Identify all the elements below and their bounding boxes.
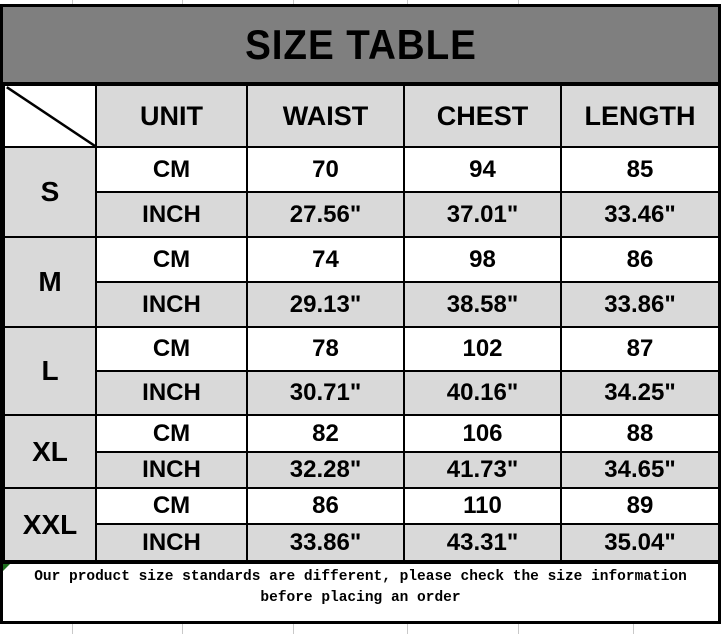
size-label-s: S — [3, 146, 97, 238]
unit-cell: INCH — [95, 281, 248, 328]
unit-cell: CM — [95, 146, 248, 193]
gridline — [72, 624, 73, 634]
cell-l-cm-waist: 78 — [246, 326, 405, 372]
cell-xl-inch-length: 34.65" — [560, 451, 720, 489]
unit-cell: INCH — [95, 451, 248, 489]
cell-l-inch-waist: 30.71" — [246, 370, 405, 416]
cell-s-cm-waist: 70 — [246, 146, 405, 193]
cell-s-inch-chest: 37.01" — [403, 191, 562, 238]
size-table: UNIT WAIST CHEST LENGTH S CM 70 94 85 IN… — [3, 84, 720, 562]
unit-cell: CM — [95, 326, 248, 372]
cell-s-inch-length: 33.46" — [560, 191, 720, 238]
cell-s-cm-chest: 94 — [403, 146, 562, 193]
size-label-m: M — [3, 236, 97, 328]
title-band: SIZE TABLE — [3, 7, 718, 84]
gridline — [407, 624, 408, 634]
cell-l-cm-length: 87 — [560, 326, 720, 372]
unit-cell: INCH — [95, 523, 248, 562]
green-corner-marker — [3, 564, 10, 571]
gridline — [182, 624, 183, 634]
cell-xxl-inch-waist: 33.86" — [246, 523, 405, 562]
cell-m-inch-chest: 38.58" — [403, 281, 562, 328]
gridline — [72, 0, 73, 4]
cell-xxl-cm-length: 89 — [560, 487, 720, 525]
cell-xxl-inch-length: 35.04" — [560, 523, 720, 562]
cell-l-inch-length: 34.25" — [560, 370, 720, 416]
gridline — [293, 0, 294, 4]
cell-xl-inch-waist: 32.28" — [246, 451, 405, 489]
gridline — [293, 624, 294, 634]
cell-m-inch-waist: 29.13" — [246, 281, 405, 328]
size-label-xxl: XXL — [3, 487, 97, 562]
row-s-cm: S CM 70 94 85 — [3, 146, 720, 238]
cell-m-cm-length: 86 — [560, 236, 720, 283]
size-table-panel: SIZE TABLE UNIT WAIST — [0, 4, 721, 624]
gridline — [633, 624, 634, 634]
gridline — [518, 624, 519, 634]
unit-cell: CM — [95, 487, 248, 525]
spreadsheet-gridlines-bottom — [0, 624, 721, 634]
cell-m-cm-chest: 98 — [403, 236, 562, 283]
column-header-chest: CHEST — [403, 84, 562, 148]
size-label-l: L — [3, 326, 97, 416]
size-label-xl: XL — [3, 414, 97, 489]
diagonal-line — [5, 86, 95, 146]
column-header-waist: WAIST — [246, 84, 405, 148]
row-l-cm: L CM 78 102 87 — [3, 326, 720, 416]
cell-xl-cm-waist: 82 — [246, 414, 405, 453]
row-xxl-inch: INCH 33.86" 43.31" 35.04" — [4, 523, 720, 562]
row-xxl-cm: XXL CM 86 110 89 — [3, 487, 720, 562]
row-xl-cm: XL CM 82 106 88 — [3, 414, 720, 489]
note-box: Our product size standards are different… — [3, 562, 718, 621]
unit-cell: CM — [95, 236, 248, 283]
cell-s-inch-waist: 27.56" — [246, 191, 405, 238]
cell-m-inch-length: 33.86" — [560, 281, 720, 328]
cell-xxl-cm-chest: 110 — [403, 487, 562, 525]
row-xl-inch: INCH 32.28" 41.73" 34.65" — [4, 451, 720, 489]
cell-m-cm-waist: 74 — [246, 236, 405, 283]
column-header-unit: UNIT — [95, 84, 248, 148]
row-l-inch: INCH 30.71" 40.16" 34.25" — [4, 370, 720, 416]
note-text: Our product size standards are different… — [34, 568, 687, 606]
cell-xl-cm-chest: 106 — [403, 414, 562, 453]
page-title: SIZE TABLE — [244, 20, 477, 68]
column-header-length: LENGTH — [560, 84, 720, 148]
cell-xl-cm-length: 88 — [560, 414, 720, 453]
diagonal-cell — [3, 84, 97, 148]
cell-xxl-cm-waist: 86 — [246, 487, 405, 525]
cell-l-inch-chest: 40.16" — [403, 370, 562, 416]
unit-cell: INCH — [95, 370, 248, 416]
gridline — [182, 0, 183, 4]
gridline — [518, 0, 519, 4]
unit-cell: INCH — [95, 191, 248, 238]
row-m-cm: M CM 74 98 86 — [3, 236, 720, 328]
cell-l-cm-chest: 102 — [403, 326, 562, 372]
row-m-inch: INCH 29.13" 38.58" 33.86" — [4, 281, 720, 328]
spreadsheet-gridlines-top — [0, 0, 721, 4]
unit-cell: CM — [95, 414, 248, 453]
gridline — [407, 0, 408, 4]
row-s-inch: INCH 27.56" 37.01" 33.46" — [4, 191, 720, 238]
column-header-row: UNIT WAIST CHEST LENGTH — [3, 84, 720, 148]
cell-s-cm-length: 85 — [560, 146, 720, 193]
cell-xl-inch-chest: 41.73" — [403, 451, 562, 489]
cell-xxl-inch-chest: 43.31" — [403, 523, 562, 562]
